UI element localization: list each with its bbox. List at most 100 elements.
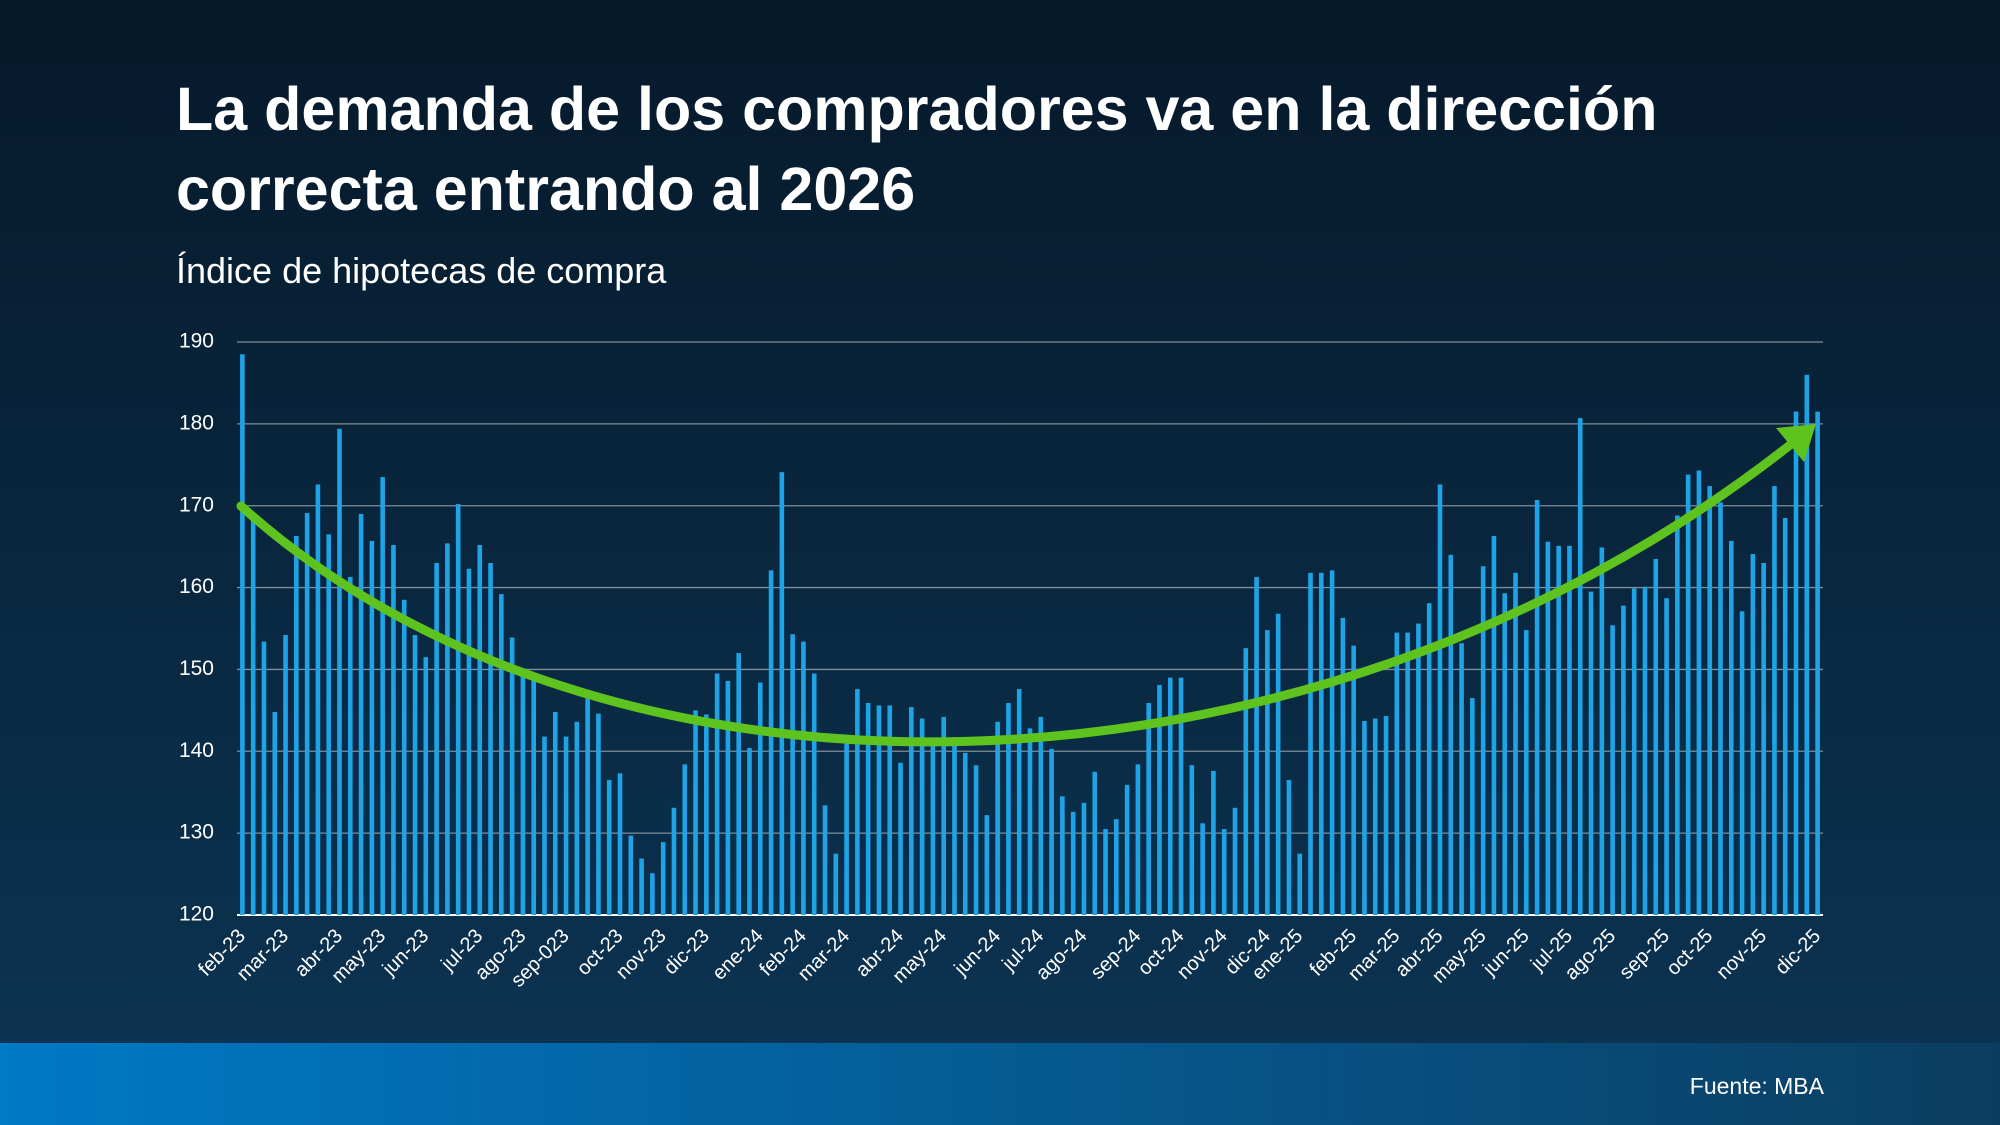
bar xyxy=(401,599,407,915)
bar xyxy=(1577,418,1583,915)
bar xyxy=(606,779,612,915)
bar xyxy=(790,634,795,915)
bar xyxy=(779,472,785,915)
bar xyxy=(1049,748,1054,915)
bar xyxy=(1103,829,1108,915)
bar xyxy=(294,536,299,915)
bar xyxy=(1631,588,1637,915)
bar xyxy=(1081,802,1087,915)
bar xyxy=(1567,545,1572,915)
bar xyxy=(822,805,828,915)
bar xyxy=(1448,554,1454,915)
bar xyxy=(1362,720,1367,915)
bar xyxy=(574,721,580,915)
bar xyxy=(1653,558,1659,915)
bar xyxy=(542,736,547,915)
bar xyxy=(1739,611,1745,915)
bar xyxy=(304,513,310,915)
bar xyxy=(682,764,688,915)
bar xyxy=(1092,771,1098,915)
bar xyxy=(423,657,429,915)
bar xyxy=(240,354,245,915)
bar xyxy=(488,563,493,915)
bar xyxy=(1621,605,1626,915)
bar xyxy=(509,637,515,915)
bar xyxy=(1707,486,1713,915)
bar xyxy=(1038,716,1044,915)
bar xyxy=(1200,823,1205,915)
bar xyxy=(876,705,882,915)
bar xyxy=(1696,470,1702,915)
bar xyxy=(898,762,903,915)
bar xyxy=(380,477,385,915)
bar xyxy=(811,673,817,915)
bar xyxy=(250,516,256,915)
chart-title: correcta entrando al 2026 xyxy=(176,155,915,223)
bar xyxy=(261,641,267,915)
bar xyxy=(1146,702,1151,915)
bar xyxy=(520,669,526,915)
bar xyxy=(1480,566,1486,915)
bar xyxy=(1167,677,1173,915)
bar xyxy=(1016,689,1022,915)
bar xyxy=(1297,853,1303,915)
trend-curve xyxy=(236,440,1795,747)
bar xyxy=(1599,547,1605,915)
bar xyxy=(671,807,677,915)
bar xyxy=(1405,632,1410,915)
bar xyxy=(973,765,979,915)
y-tick-label: 130 xyxy=(179,821,214,844)
y-tick-label: 140 xyxy=(179,739,214,762)
bar xyxy=(1275,613,1281,915)
bar xyxy=(1383,716,1389,915)
bar xyxy=(1523,630,1529,915)
bar xyxy=(1178,677,1184,915)
bar xyxy=(1664,598,1669,915)
bar xyxy=(1545,541,1551,915)
bar xyxy=(725,680,731,915)
bar xyxy=(1793,411,1799,915)
bar xyxy=(455,504,461,915)
bar xyxy=(865,702,871,915)
bar xyxy=(1351,645,1356,915)
bar xyxy=(747,748,752,915)
bar xyxy=(704,714,709,915)
bar xyxy=(283,635,288,915)
bar xyxy=(1815,411,1820,915)
bar xyxy=(1761,563,1766,915)
bar xyxy=(552,711,558,915)
bar xyxy=(1772,486,1777,915)
bar xyxy=(531,675,537,915)
bar xyxy=(801,641,806,915)
bar xyxy=(714,673,720,915)
y-tick-label: 160 xyxy=(179,575,214,598)
bar xyxy=(833,853,839,915)
bar xyxy=(660,842,666,915)
bar xyxy=(337,428,342,915)
bar xyxy=(617,773,623,915)
arrow-head xyxy=(1776,424,1816,462)
bar xyxy=(1416,623,1421,915)
footer-band xyxy=(0,1043,2000,1125)
bar xyxy=(563,736,569,915)
bar xyxy=(596,713,601,915)
bar xyxy=(1675,515,1680,915)
bar xyxy=(1265,630,1270,915)
bar xyxy=(768,570,774,915)
bar xyxy=(1189,765,1195,915)
bar xyxy=(887,705,893,915)
source: Fuente: MBA xyxy=(1690,1073,1825,1099)
bar xyxy=(1534,499,1540,915)
bar xyxy=(1642,586,1648,915)
bar xyxy=(736,653,741,915)
y-tick-label: 170 xyxy=(179,493,214,516)
y-tick-label: 190 xyxy=(179,330,214,353)
bar xyxy=(1470,698,1475,915)
bar xyxy=(1394,632,1400,915)
bar xyxy=(1437,484,1443,915)
bar xyxy=(855,689,860,915)
bar xyxy=(326,534,332,915)
bar xyxy=(1782,517,1788,915)
